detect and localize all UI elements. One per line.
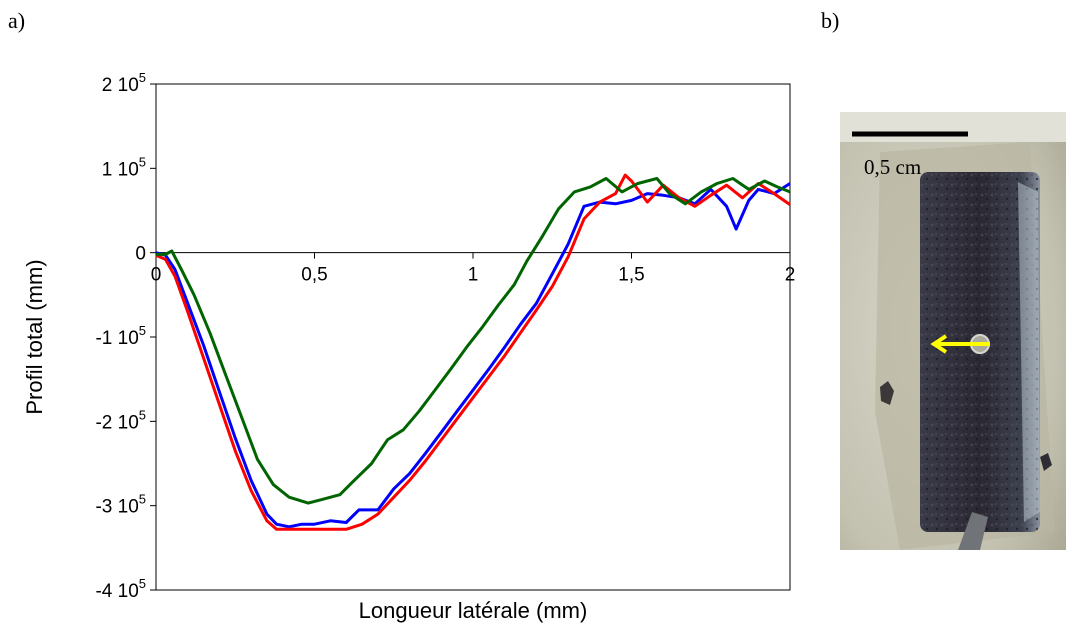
y-tick-exponent: 5 — [139, 576, 146, 591]
y-tick-exponent: 5 — [139, 70, 146, 85]
yellow-arrow-icon — [930, 334, 990, 354]
y-tick-label: -3 105 — [95, 492, 146, 518]
debris-spot-right — [1040, 453, 1052, 471]
x-tick-label: 0,5 — [301, 265, 327, 286]
y-tick-label: 0 — [135, 244, 146, 265]
y-tick-mantissa: -4 10 — [95, 581, 138, 602]
y-axis-title: Profil total (mm) — [22, 259, 47, 414]
panel-label-b: b) — [821, 8, 840, 33]
y-tick-label: -4 105 — [95, 576, 146, 602]
x-tick-label: 1 — [468, 265, 479, 286]
y-tick-exponent: 5 — [139, 407, 146, 422]
y-tick-mantissa: 2 10 — [102, 75, 139, 96]
photo-top-area — [840, 112, 1066, 142]
scale-bar-label: 0,5 cm — [864, 155, 921, 179]
y-tick-label: 1 105 — [102, 154, 146, 180]
series-line-2 — [155, 173, 791, 531]
series-group — [155, 173, 791, 531]
y-tick-label: -1 105 — [95, 323, 146, 349]
sample-edge-highlight — [1018, 182, 1040, 522]
x-tick-label: 0 — [151, 265, 162, 286]
series-line-3 — [156, 177, 791, 505]
y-tick-label: 2 105 — [102, 70, 146, 96]
y-tick-exponent: 5 — [139, 492, 146, 507]
y-tick-mantissa: -3 10 — [95, 497, 138, 518]
series-line-1 — [155, 182, 791, 529]
y-tick-exponent: 5 — [139, 323, 146, 338]
x-ticks: 0 0,5 1 1,5 2 — [151, 252, 796, 286]
y-tick-mantissa: -1 10 — [95, 328, 138, 349]
panel-label-a: a) — [8, 8, 26, 33]
y-tick-mantissa: 0 — [135, 244, 146, 265]
y-tick-label: -2 105 — [95, 407, 146, 433]
x-tick-label: 2 — [785, 265, 796, 286]
sample-photo: 0,5 cm — [840, 112, 1066, 550]
debris-spot-left — [880, 381, 894, 405]
y-tick-mantissa: -2 10 — [95, 412, 138, 433]
x-tick-label: 1,5 — [618, 265, 644, 286]
tweezer-tip — [958, 512, 988, 550]
x-axis-title: Longueur latérale (mm) — [359, 598, 588, 623]
y-tick-mantissa: 1 10 — [102, 159, 139, 180]
y-tick-exponent: 5 — [139, 154, 146, 169]
